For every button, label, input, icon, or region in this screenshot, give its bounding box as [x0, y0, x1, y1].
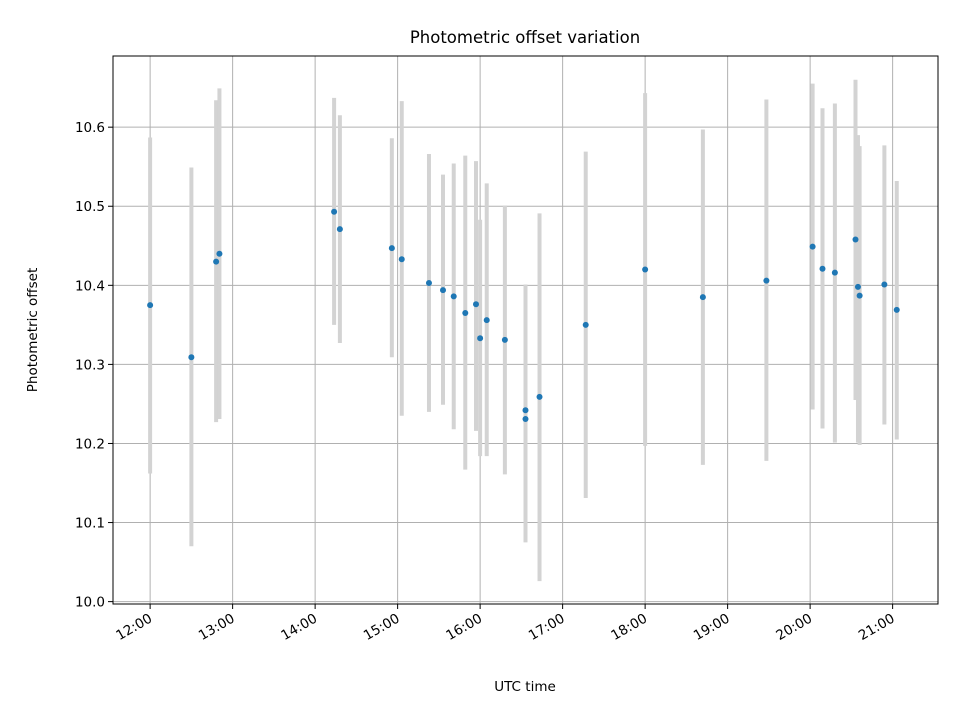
data-point [213, 258, 220, 265]
data-point [881, 281, 888, 288]
data-point [483, 317, 490, 324]
data-point [188, 354, 195, 361]
y-tick-label: 10.6 [75, 120, 105, 136]
data-point [331, 208, 338, 215]
data-point [809, 243, 816, 250]
data-point [856, 292, 863, 299]
x-tick-label: 19:00 [691, 611, 733, 644]
y-tick-label: 10.3 [75, 357, 105, 373]
y-tick-label: 10.0 [75, 595, 105, 611]
x-tick-label: 18:00 [608, 611, 650, 644]
data-point [473, 301, 479, 308]
plot-frame [112, 55, 939, 605]
data-point [854, 283, 861, 290]
data-point [699, 294, 706, 301]
x-tick-label: 15:00 [361, 611, 403, 644]
data-point [642, 266, 649, 273]
data-point [147, 302, 154, 309]
data-point [388, 245, 395, 252]
data-points [147, 208, 900, 422]
data-point [450, 293, 457, 300]
data-point [522, 415, 529, 422]
y-axis-ticks: 10.0 10.1 10.2 10.3 10.4 10.5 10.6 [75, 120, 113, 611]
data-point [831, 269, 838, 276]
x-tick-label: 16:00 [443, 611, 485, 644]
data-point [763, 277, 770, 284]
x-tick-label: 17:00 [526, 611, 568, 644]
chart-title: Photometric offset variation [410, 28, 640, 47]
y-tick-label: 10.1 [75, 516, 105, 532]
error-bars [148, 79, 899, 582]
y-axis-label: Photometric offset [25, 268, 41, 392]
y-tick-label: 10.5 [75, 199, 105, 215]
data-point [425, 279, 432, 286]
data-point [536, 393, 543, 400]
y-tick-label: 10.2 [75, 436, 105, 452]
data-point [501, 336, 508, 343]
data-point [852, 236, 859, 243]
x-tick-label: 12:00 [113, 611, 155, 644]
y-tick-label: 10.4 [75, 278, 105, 294]
data-point [462, 309, 469, 316]
data-point [582, 321, 589, 328]
x-axis-ticks: 12:00 13:00 14:00 15:00 16:00 17:00 18:00 19:00… [113, 604, 898, 644]
data-point [522, 407, 529, 414]
data-point [440, 287, 446, 294]
x-tick-label: 21:00 [856, 611, 898, 644]
data-point [477, 335, 484, 342]
data-point [819, 265, 826, 272]
data-point [893, 306, 900, 313]
x-tick-label: 14:00 [278, 611, 320, 644]
x-tick-label: 20:00 [773, 611, 815, 644]
data-point [216, 250, 223, 257]
data-point [336, 226, 343, 233]
data-point [398, 256, 405, 263]
x-axis-label: UTC time [494, 679, 556, 695]
x-tick-label: 13:00 [196, 611, 238, 644]
